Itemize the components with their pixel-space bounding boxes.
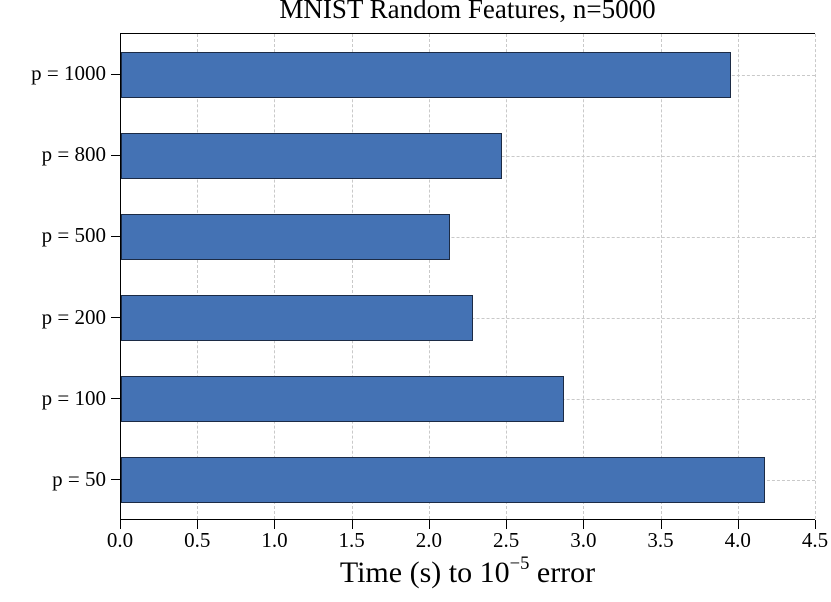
y-tick-label: p = 500: [41, 223, 106, 248]
gridline-vertical: [660, 34, 662, 519]
x-tick-label: 4.0: [724, 528, 751, 552]
bar-p-500: [121, 213, 450, 260]
bar-p-50: [121, 457, 766, 504]
x-tick-label: 0.5: [184, 528, 211, 552]
gridline-vertical: [737, 34, 739, 519]
x-tick-mark: [737, 520, 739, 529]
y-tick-label: p = 1000: [31, 61, 106, 86]
x-tick-label: 1.0: [261, 528, 288, 552]
x-axis-label-prefix: Time (s) to 10: [339, 556, 510, 589]
x-tick-label: 2.0: [415, 528, 442, 552]
x-tick-label: 3.0: [570, 528, 597, 552]
x-tick-mark: [197, 520, 199, 529]
x-tick-mark: [815, 520, 816, 529]
gridline-vertical: [815, 34, 816, 519]
y-tick-mark: [111, 235, 120, 237]
y-tick-label: p = 100: [41, 385, 106, 410]
y-tick-mark: [111, 317, 120, 319]
x-tick-label: 2.5: [492, 528, 520, 552]
x-tick-mark: [583, 520, 585, 529]
y-tick-label: p = 200: [41, 304, 106, 329]
chart-title: MNIST Random Features, n=5000: [279, 0, 656, 24]
x-tick-mark: [506, 520, 508, 529]
y-axis-labels: p = 1000 p = 800 p = 500 p = 200 p = 100 p = …: [0, 33, 106, 520]
gridline-vertical: [506, 34, 508, 519]
gridline-vertical: [428, 34, 430, 519]
plot-area: [120, 33, 816, 520]
x-tick-mark: [660, 520, 662, 529]
x-tick-mark: [351, 520, 353, 529]
bar-p-200: [121, 295, 474, 342]
gridline-vertical: [351, 34, 353, 519]
bar-p-100: [121, 376, 565, 423]
x-tick-label: 1.5: [338, 528, 365, 552]
gridline-vertical: [274, 34, 276, 519]
gridline-vertical: [197, 34, 199, 519]
x-tick-mark: [428, 520, 430, 529]
y-tick-label: p = 50: [52, 466, 106, 491]
x-tick-mark: [274, 520, 276, 529]
bar-p-1000: [121, 51, 732, 98]
y-tick-mark: [111, 73, 120, 75]
y-tick-mark: [111, 479, 120, 481]
x-axis-label-suffix: error: [529, 556, 596, 589]
y-tick-label: p = 800: [41, 142, 106, 167]
gridline-horizontal: [121, 236, 815, 238]
x-axis-label-superscript: −5: [509, 553, 530, 575]
x-tick-label: 0.0: [106, 528, 134, 552]
y-tick-mark: [111, 154, 120, 156]
x-tick-mark: [120, 520, 121, 529]
gridline-vertical: [583, 34, 585, 519]
bar-p-800: [121, 132, 503, 179]
y-tick-mark: [111, 398, 120, 400]
x-axis-label: Time (s) to 10−5 error: [120, 553, 815, 590]
x-tick-label: 3.5: [647, 528, 674, 552]
x-tick-label: 4.5: [801, 528, 829, 552]
